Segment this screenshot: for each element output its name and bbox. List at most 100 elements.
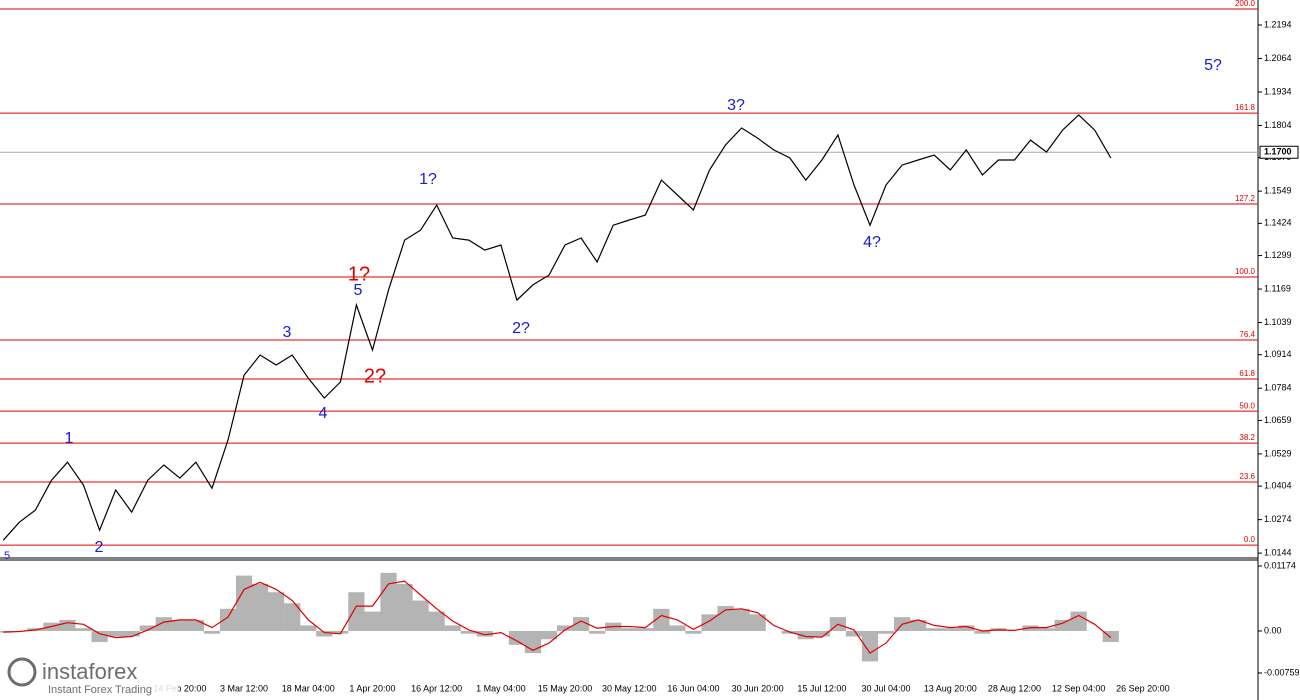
macd-bar <box>958 625 975 631</box>
fib-label: 50.0 <box>1239 401 1255 410</box>
macd-bar <box>910 619 927 631</box>
macd-bar <box>637 628 654 631</box>
wave-label: 2? <box>512 320 530 337</box>
y-tick-label: 1.0144 <box>1264 547 1292 557</box>
y-tick-label: 1.2064 <box>1264 53 1292 63</box>
x-tick-label: 30 Jul 04:00 <box>862 683 911 693</box>
wave-label: 4 <box>319 405 328 422</box>
macd-bar <box>556 625 574 631</box>
x-tick-label: 26 Sep 20:00 <box>1116 683 1170 693</box>
macd-bar <box>187 619 204 631</box>
y-tick-label: 1.1299 <box>1264 250 1292 260</box>
x-tick-label: 18 Mar 04:00 <box>282 683 335 693</box>
x-tick-label: 28 Aug 12:00 <box>988 683 1041 693</box>
macd-bar <box>942 628 959 631</box>
macd-bar <box>845 630 863 637</box>
fib-label: 100.0 <box>1235 267 1256 276</box>
macd-bar <box>332 630 349 634</box>
macd-bar <box>540 630 558 640</box>
wave-label: 3 <box>283 324 292 341</box>
macd-bar <box>171 619 188 631</box>
macd-bar <box>348 592 365 631</box>
logo-name: instaforex <box>42 659 137 684</box>
macd-bar <box>813 630 830 637</box>
wave-label: 5 <box>354 282 363 299</box>
y-tick-label: 1.0274 <box>1264 514 1292 524</box>
macd-bar <box>926 628 943 631</box>
x-tick-label: 1 Apr 20:00 <box>349 683 395 693</box>
y-tick-label: 1.1169 <box>1264 283 1291 293</box>
x-tick-label: 1 May 04:00 <box>476 683 526 693</box>
current-price-box <box>1259 145 1299 159</box>
macd-bar <box>252 583 269 631</box>
wave-label: 5? <box>1204 57 1222 74</box>
logo-tagline: Instant Forex Trading <box>48 684 152 696</box>
macd-bar <box>364 611 381 631</box>
macd-bar <box>59 619 76 631</box>
macd-bar <box>653 608 670 631</box>
x-tick-label: 15 Jul 12:00 <box>797 683 846 693</box>
macd-bar <box>91 630 108 643</box>
macd-bar <box>1070 611 1087 631</box>
y-tick-label: 0.00 <box>1264 625 1282 635</box>
macd-bar <box>1038 628 1055 631</box>
macd-bar <box>219 608 237 631</box>
macd-bar <box>203 630 221 634</box>
macd-bar <box>476 630 493 637</box>
macd-bar <box>412 600 429 631</box>
macd-bar <box>139 625 156 631</box>
macd-bar <box>75 628 92 631</box>
macd-bar <box>316 630 333 637</box>
y-tick-label: 1.0659 <box>1264 415 1292 425</box>
y-tick-label: 1.1934 <box>1264 86 1292 96</box>
macd-bar <box>268 592 285 631</box>
y-tick-label: 0.01174 <box>1264 560 1296 570</box>
y-tick-label: 1.0784 <box>1264 383 1292 393</box>
watermark: instaforex Instant Forex Trading <box>2 656 178 698</box>
macd-bar <box>685 630 702 634</box>
macd-bar <box>669 625 686 631</box>
y-tick-label: 1.1804 <box>1264 120 1292 130</box>
fib-label: 0.0 <box>1244 535 1256 544</box>
macd-bar <box>1054 619 1071 631</box>
wave-label: 1 <box>65 430 74 447</box>
macd-bar <box>396 583 413 631</box>
y-tick-label: 1.2194 <box>1264 19 1292 29</box>
wave-label: 1? <box>348 263 370 285</box>
macd-bar <box>155 617 172 631</box>
x-tick-label: 14 Feb 20:00 <box>153 683 206 693</box>
macd-bar <box>573 617 590 631</box>
logo-icon <box>7 657 37 687</box>
macd-bar <box>235 575 253 631</box>
macd-bar <box>508 630 525 645</box>
wave-label: 1? <box>419 171 437 188</box>
macd-bar <box>861 630 879 662</box>
macd-bar <box>300 625 317 631</box>
fib-label: 23.6 <box>1239 472 1255 481</box>
wave-label: 5 <box>4 550 10 562</box>
wave-label: 3? <box>727 97 745 114</box>
fib-label: 200.0 <box>1235 0 1256 8</box>
macd-bar <box>444 625 461 631</box>
fib-label: 161.8 <box>1235 103 1256 112</box>
y-tick-label: 1.1039 <box>1264 317 1292 327</box>
macd-bar <box>621 628 638 631</box>
macd-bar <box>589 630 606 634</box>
macd-bar <box>460 630 477 634</box>
x-tick-label: 13 Aug 20:00 <box>924 683 977 693</box>
x-tick-label: 30 Jun 20:00 <box>732 683 784 693</box>
y-tick-label: 1.1424 <box>1264 218 1292 228</box>
x-tick-label: 16 Apr 12:00 <box>411 683 462 693</box>
macd-bar <box>733 608 750 631</box>
fib-label: 76.4 <box>1239 330 1255 339</box>
macd-bar <box>877 630 895 634</box>
y-tick-label: 1.0529 <box>1264 448 1292 458</box>
macd-bar <box>380 572 397 631</box>
y-tick-label: 1.0914 <box>1264 349 1292 359</box>
y-tick-label: -0.00759 <box>1264 667 1300 677</box>
signal-line <box>3 580 1112 654</box>
wave-label: 4? <box>863 234 881 251</box>
fib-label: 61.8 <box>1239 369 1255 378</box>
wave-label: 2? <box>364 365 386 387</box>
